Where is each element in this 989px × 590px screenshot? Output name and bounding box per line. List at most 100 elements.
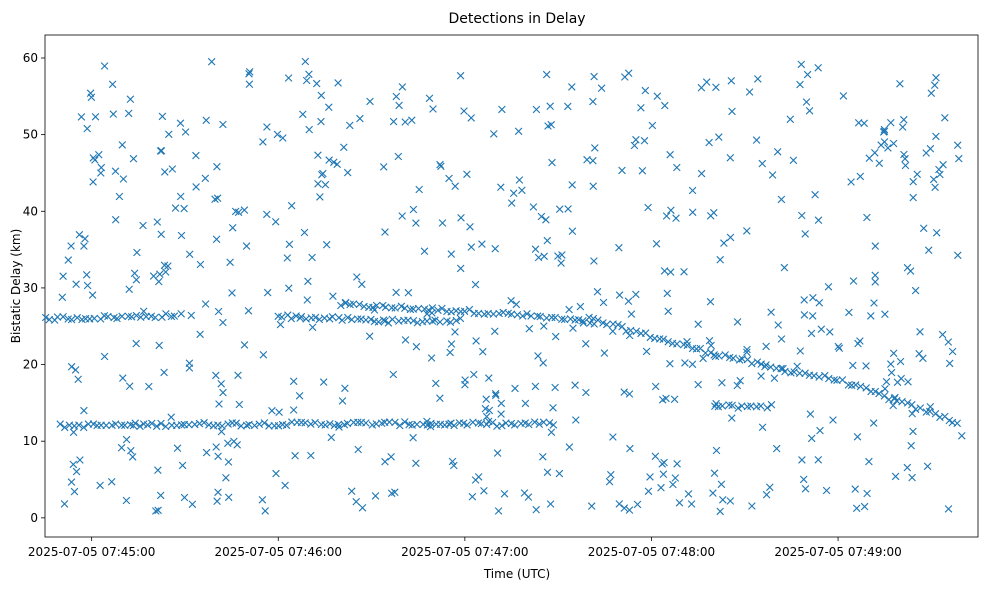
data-point — [445, 420, 453, 428]
data-point — [533, 312, 542, 320]
data-point — [658, 460, 666, 468]
data-point — [305, 70, 313, 79]
data-point — [815, 299, 824, 307]
data-point — [401, 336, 410, 344]
data-point — [546, 500, 555, 508]
data-point — [387, 304, 396, 312]
data-point — [217, 427, 226, 436]
data-point — [768, 171, 777, 179]
data-point — [268, 406, 276, 415]
data-point — [467, 114, 475, 122]
data-point — [716, 507, 724, 516]
data-point — [551, 313, 559, 322]
data-point — [321, 421, 329, 429]
data-point — [347, 315, 356, 324]
data-point — [466, 223, 474, 231]
data-point — [362, 419, 370, 427]
data-point — [948, 347, 957, 356]
data-point — [651, 452, 660, 461]
data-point — [532, 105, 541, 114]
data-point — [470, 370, 478, 379]
x-tick-label: 2025-07-05 07:45:00 — [28, 545, 155, 559]
data-point — [177, 310, 185, 318]
data-point — [712, 446, 721, 455]
data-point — [381, 303, 390, 311]
data-point — [392, 92, 401, 101]
data-point — [125, 285, 133, 294]
data-point — [69, 460, 78, 469]
data-point — [250, 421, 259, 430]
data-point — [545, 419, 554, 427]
data-point — [102, 421, 110, 430]
data-point — [451, 182, 459, 190]
data-point — [898, 397, 906, 406]
data-point — [720, 239, 728, 247]
data-point — [490, 130, 498, 138]
data-point — [127, 313, 136, 321]
data-point — [346, 121, 354, 130]
data-point — [632, 327, 641, 336]
data-point — [176, 119, 185, 127]
data-point — [335, 423, 343, 431]
data-point — [805, 107, 814, 115]
data-point — [512, 300, 521, 309]
data-point — [67, 315, 76, 324]
data-point — [219, 318, 227, 327]
data-point — [667, 206, 675, 215]
data-point — [89, 178, 97, 186]
data-point — [555, 205, 564, 213]
data-point — [908, 400, 916, 409]
data-point — [727, 77, 736, 85]
data-point — [839, 92, 848, 100]
data-point — [801, 369, 809, 377]
data-point — [145, 382, 153, 391]
data-point — [852, 504, 861, 513]
data-point — [688, 186, 697, 195]
data-point — [869, 419, 878, 427]
data-point — [300, 228, 309, 237]
data-point — [767, 400, 776, 409]
data-point — [774, 321, 782, 329]
data-point — [903, 399, 912, 407]
data-point — [773, 148, 782, 156]
x-tick-label: 2025-07-05 07:46:00 — [215, 545, 342, 559]
data-point — [875, 389, 883, 398]
data-point — [532, 505, 540, 514]
y-tick-label: 30 — [23, 281, 38, 295]
data-point — [60, 423, 69, 432]
data-point — [534, 253, 543, 262]
data-point — [762, 490, 771, 499]
data-point — [180, 493, 189, 502]
data-point — [871, 278, 879, 286]
data-point — [856, 337, 864, 345]
data-point — [372, 301, 381, 310]
data-point — [381, 457, 389, 466]
data-point — [126, 95, 135, 103]
data-point — [299, 110, 307, 119]
data-point — [630, 141, 639, 150]
data-point — [901, 154, 909, 163]
data-point — [527, 312, 535, 320]
data-point — [148, 419, 156, 428]
y-tick-label: 10 — [23, 434, 38, 448]
data-point — [334, 79, 342, 87]
data-point — [589, 97, 597, 106]
data-point — [537, 212, 546, 221]
data-point — [733, 318, 742, 326]
data-point — [132, 276, 141, 284]
data-point — [391, 418, 399, 427]
data-point — [871, 242, 880, 250]
data-point — [757, 402, 765, 410]
data-point — [273, 130, 282, 139]
data-point — [666, 359, 674, 368]
data-point — [777, 364, 785, 373]
data-point — [743, 227, 751, 235]
data-point — [347, 487, 356, 495]
data-point — [272, 469, 280, 478]
data-point — [662, 394, 670, 403]
data-point — [521, 399, 530, 408]
data-point — [398, 83, 407, 91]
data-point — [211, 195, 219, 203]
